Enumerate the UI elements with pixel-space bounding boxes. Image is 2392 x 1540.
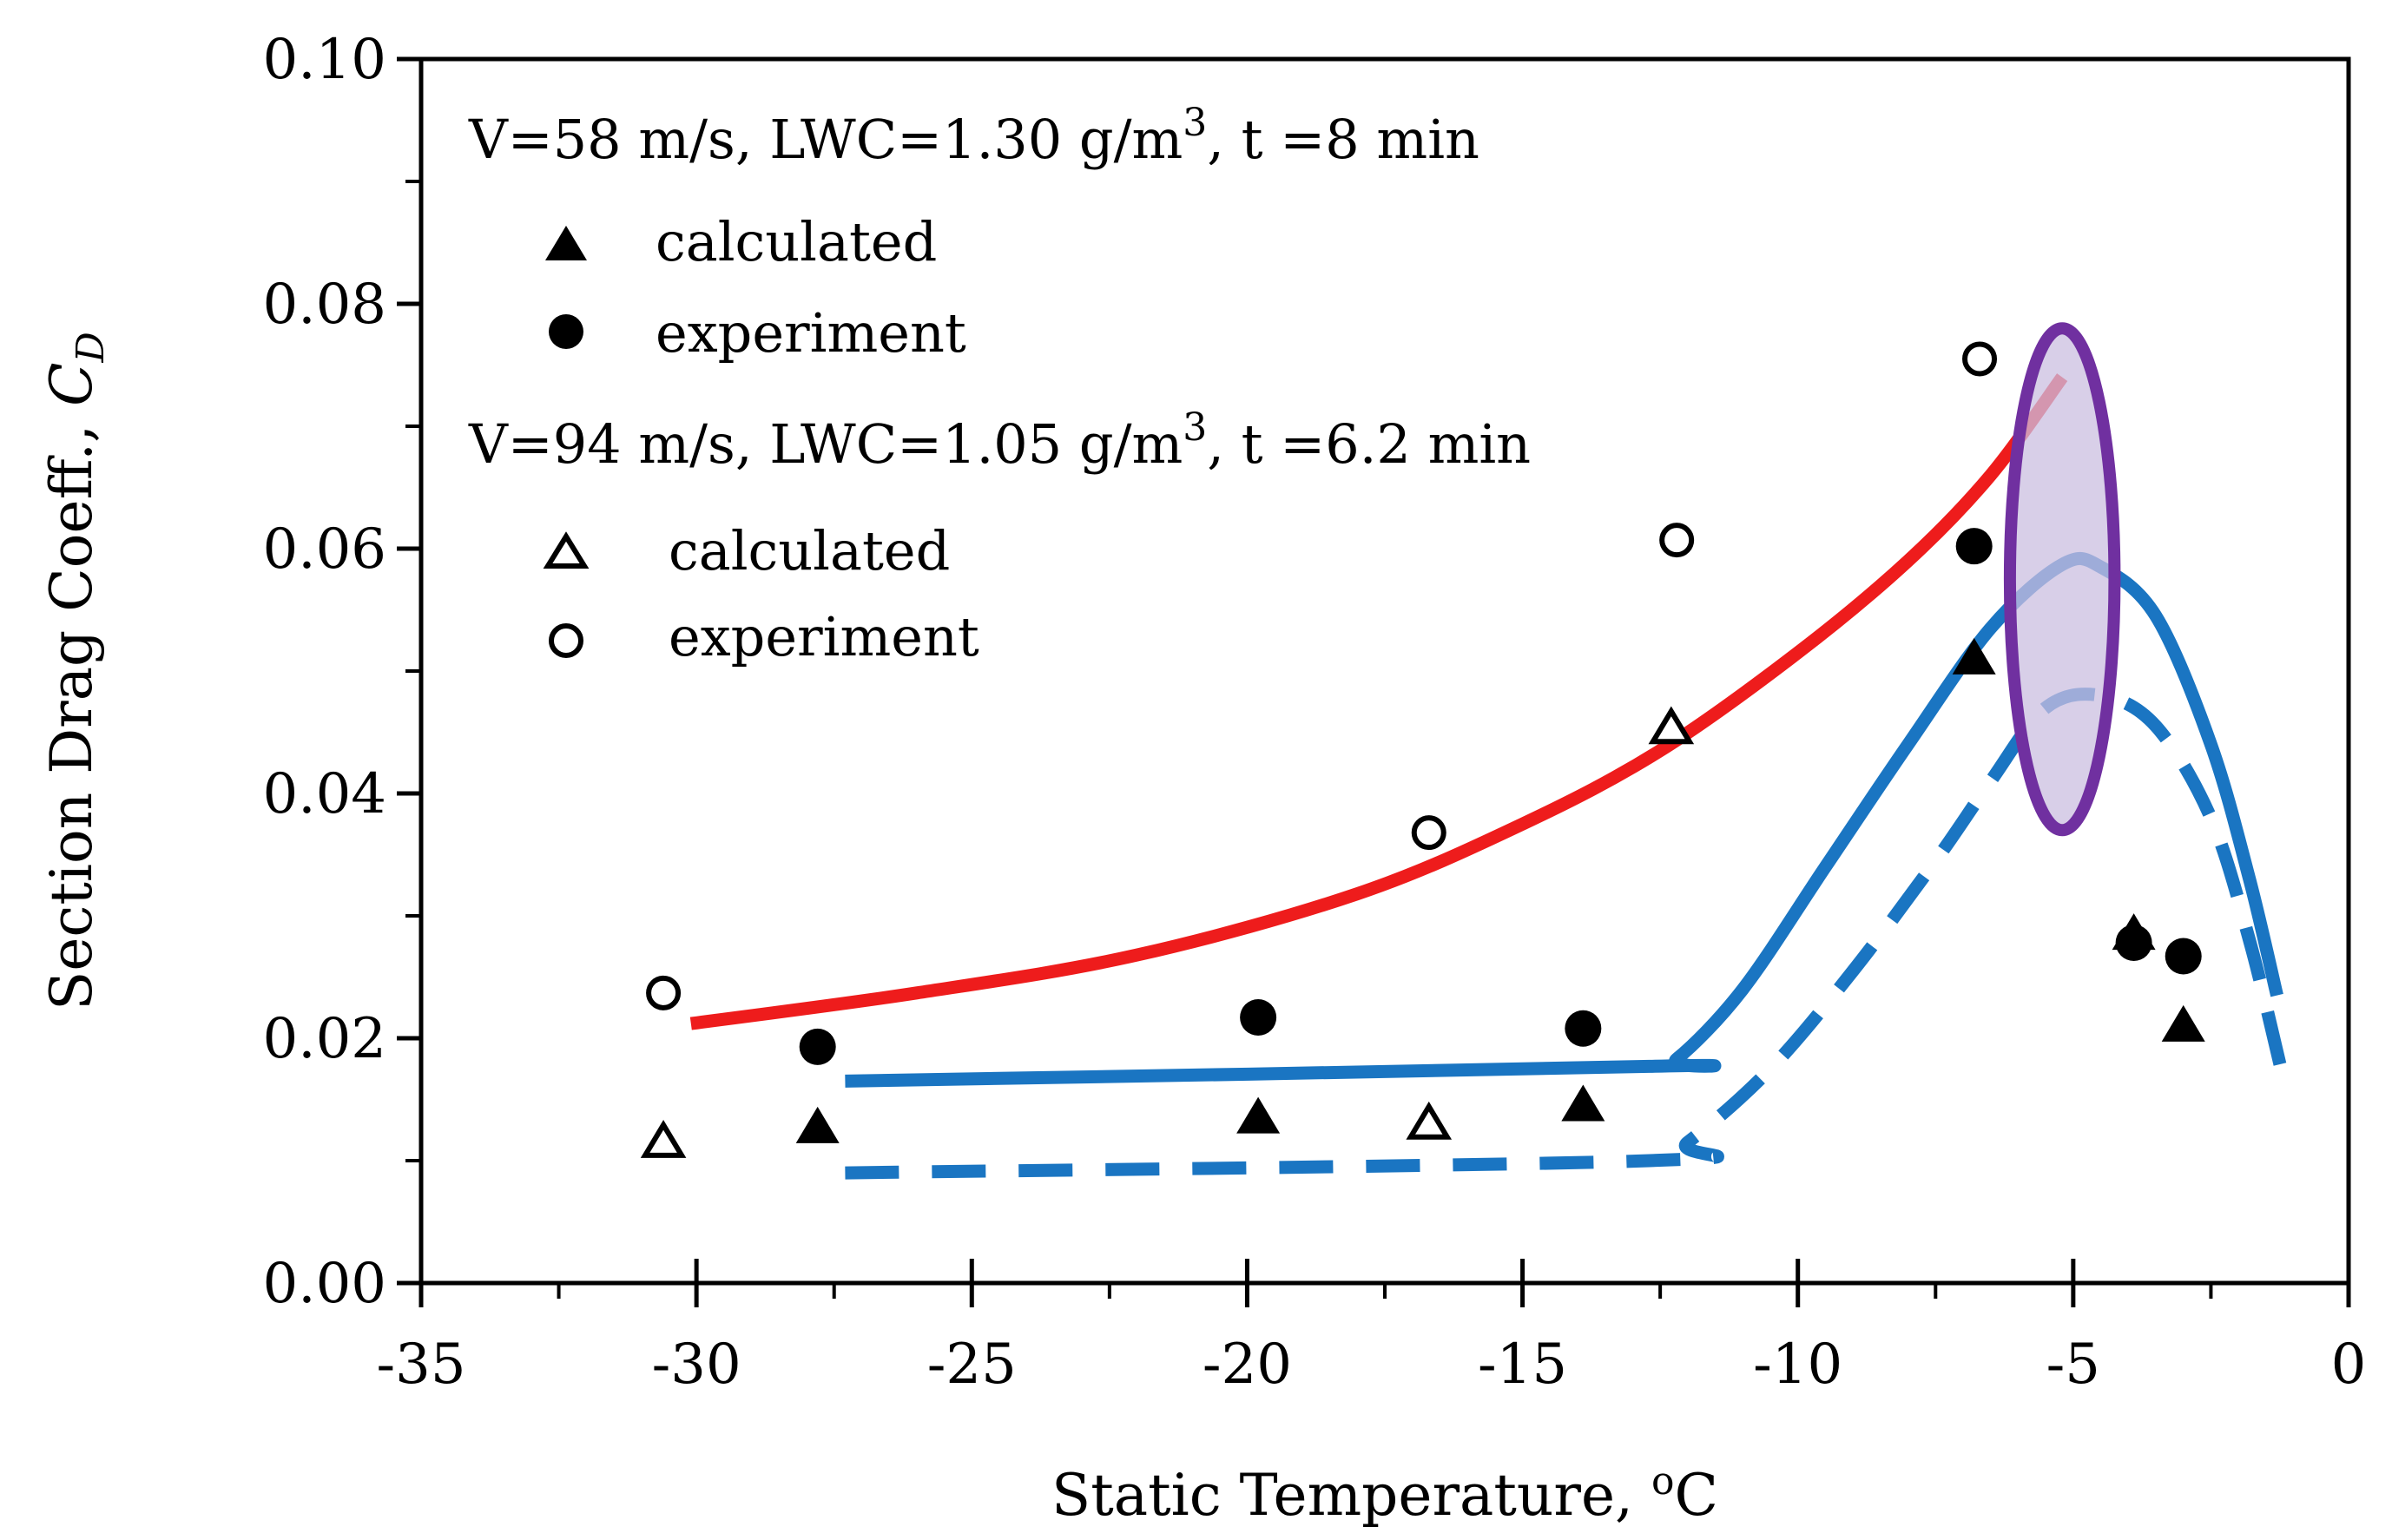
- blue-dashed-curve: [845, 688, 2290, 1180]
- x-tick-label: -5: [2046, 1333, 2100, 1397]
- data-point-filled-triangle: [1561, 1084, 1605, 1122]
- data-point-open-triangle: [1648, 706, 1695, 745]
- y-tick-label: 0.02: [263, 1007, 387, 1071]
- legend-marker-open-circle: [549, 623, 583, 658]
- data-point-filled-circle: [1955, 528, 1993, 565]
- y-tick-label: 0.00: [263, 1252, 387, 1316]
- y-tick-label: 0.04: [263, 762, 387, 826]
- data-point-filled-triangle: [2161, 1004, 2205, 1042]
- data-point-open-circle: [1659, 523, 1695, 558]
- red-trend-curve: [689, 373, 2068, 1030]
- x-tick-label: -35: [376, 1333, 465, 1397]
- legend-label-experiment-2: experiment: [669, 605, 979, 668]
- y-tick-label: 0.06: [263, 517, 387, 582]
- x-tick-label: -20: [1203, 1333, 1292, 1397]
- legend: V=58 m/s, LWC=1.30 g/m3, t =8 min calcul…: [468, 101, 1531, 668]
- data-point-open-circle: [1962, 341, 1998, 377]
- y-tick-label: 0.08: [263, 273, 387, 337]
- legend-heading-group-1: V=58 m/s, LWC=1.30 g/m3, t =8 min: [468, 101, 1479, 171]
- legend-label-experiment-1: experiment: [656, 301, 966, 365]
- highlight-ellipse: [2003, 322, 2121, 837]
- data-point-filled-triangle: [1952, 637, 1996, 675]
- ticks: -35 -30 -25 -20 -15 -10 -5 0 0.00 0.02 0.04 0.06 0.0…: [263, 28, 2367, 1397]
- x-tick-label: -10: [1753, 1333, 1842, 1397]
- legend-heading-group-2: V=94 m/s, LWC=1.05 g/m3, t =6.2 min: [468, 405, 1531, 476]
- legend-marker-filled-triangle: [545, 226, 587, 260]
- y-axis-title: Section Drag Coeff., CD: [38, 332, 113, 1010]
- blue-solid-curve: [845, 551, 2283, 1088]
- data-point-filled-circle: [1240, 999, 1277, 1037]
- data-point-filled-circle: [2115, 925, 2152, 962]
- data-point-filled-circle: [2165, 938, 2202, 975]
- legend-label-calculated-2: calculated: [669, 519, 950, 582]
- data-point-filled-triangle: [1236, 1096, 1281, 1134]
- data-point-open-triangle: [640, 1120, 687, 1158]
- data-point-open-circle: [1411, 815, 1446, 851]
- x-tick-label: -25: [927, 1333, 1017, 1397]
- plot-area: [689, 322, 2290, 1180]
- y-tick-label: 0.10: [263, 28, 387, 92]
- x-tick-label: -15: [1478, 1333, 1567, 1397]
- x-tick-label: 0: [2331, 1333, 2367, 1397]
- data-point-filled-circle: [799, 1028, 836, 1065]
- data-point-open-circle: [646, 975, 682, 1010]
- data-point-filled-circle: [1565, 1010, 1602, 1047]
- legend-marker-filled-circle: [549, 314, 583, 349]
- data-markers: [640, 341, 2205, 1158]
- legend-marker-open-triangle: [543, 531, 590, 569]
- data-point-filled-triangle: [795, 1106, 840, 1143]
- x-tick-label: -30: [652, 1333, 741, 1397]
- legend-label-calculated-1: calculated: [656, 210, 937, 273]
- x-axis-title: Static Temperature, oC: [1051, 1459, 1718, 1529]
- data-point-open-triangle: [1406, 1101, 1453, 1140]
